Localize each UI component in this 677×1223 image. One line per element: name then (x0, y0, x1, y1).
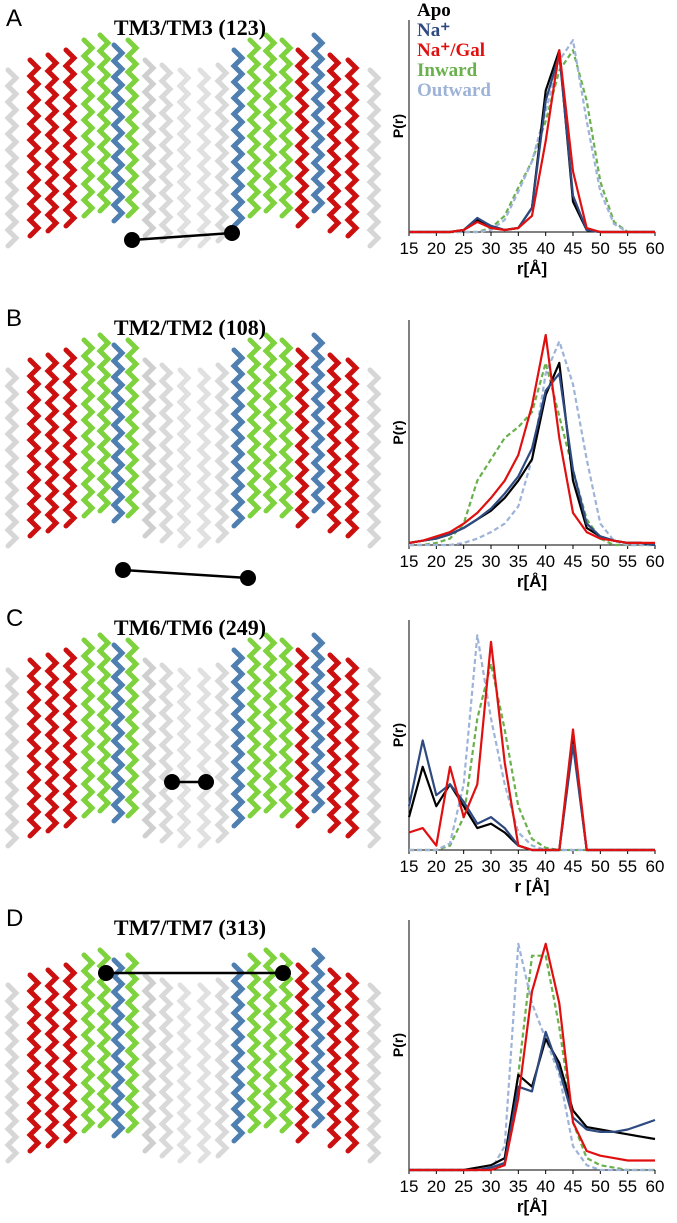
x-tick-label: 15 (400, 239, 419, 258)
x-tick-label: 60 (646, 552, 665, 571)
series-line (409, 662, 655, 852)
x-tick-label: 15 (400, 1177, 419, 1196)
x-tick-label: 40 (536, 1177, 555, 1196)
panel-label: D (6, 905, 23, 932)
x-tick-label: 60 (646, 239, 665, 258)
protein-d (8, 950, 378, 1161)
x-tick-label: 35 (509, 239, 528, 258)
panel-title: TM6/TM6 (249) (114, 615, 266, 640)
x-axis-label: r[Å] (517, 572, 547, 591)
x-tick-label: 40 (536, 552, 555, 571)
x-axis-label: r[Å] (517, 259, 547, 278)
legend-entry: Outward (417, 80, 491, 101)
series-line (408, 640, 655, 852)
x-tick-label: 40 (536, 857, 555, 876)
x-tick-label: 30 (482, 552, 501, 571)
x-tick-label: 25 (454, 857, 473, 876)
x-tick-label: 25 (454, 239, 473, 258)
x-tick-label: 20 (427, 1177, 446, 1196)
x-tick-label: 45 (564, 857, 583, 876)
series-line (409, 49, 655, 234)
x-tick-label: 40 (536, 239, 555, 258)
series-line (409, 942, 655, 1172)
series-line (409, 1037, 656, 1172)
x-tick-label: 45 (564, 239, 583, 258)
x-axis-label: r[Å] (517, 1197, 547, 1216)
y-axis-label: P(r) (390, 420, 406, 444)
panel-title: TM7/TM7 (313) (114, 915, 266, 940)
x-tick-label: 60 (646, 857, 665, 876)
legend-entry: Na⁺/Gal (417, 40, 485, 61)
series-line (409, 361, 655, 547)
legend-entry: Inward (417, 60, 478, 81)
x-tick-label: 25 (454, 1177, 473, 1196)
x-tick-label: 35 (509, 1177, 528, 1196)
series-line (409, 1030, 656, 1172)
x-tick-label: 55 (618, 1177, 637, 1196)
series-line (409, 634, 655, 852)
y-axis-label: P(r) (390, 1033, 406, 1057)
x-tick-label: 15 (400, 857, 419, 876)
series-line (409, 340, 655, 547)
x-tick-label: 55 (618, 552, 637, 571)
x-tick-label: 30 (482, 239, 501, 258)
x-tick-label: 20 (427, 552, 446, 571)
x-tick-label: 15 (400, 552, 419, 571)
panel-title: TM3/TM3 (123) (114, 15, 266, 40)
x-tick-label: 50 (591, 1177, 610, 1196)
series-line (408, 333, 655, 544)
panel-title: TM2/TM2 (108) (114, 315, 266, 340)
panel-label: C (6, 605, 23, 632)
x-tick-label: 55 (618, 239, 637, 258)
x-tick-label: 55 (618, 857, 637, 876)
x-tick-label: 50 (591, 857, 610, 876)
panel-label: A (6, 5, 22, 32)
x-tick-label: 25 (454, 552, 473, 571)
x-tick-label: 30 (482, 1177, 501, 1196)
x-tick-label: 35 (509, 552, 528, 571)
x-tick-label: 50 (591, 239, 610, 258)
x-tick-label: 60 (646, 1177, 665, 1196)
x-tick-label: 20 (427, 857, 446, 876)
series-line (409, 942, 655, 1172)
protein-c (8, 635, 378, 846)
protein-a (8, 35, 378, 248)
panel-label: B (6, 305, 22, 332)
protein-b (8, 335, 378, 586)
x-tick-label: 45 (564, 552, 583, 571)
y-axis-label: P(r) (390, 114, 406, 138)
x-tick-label: 45 (564, 1177, 583, 1196)
legend-entry: Na⁺ (417, 20, 450, 41)
x-tick-label: 35 (509, 857, 528, 876)
x-tick-label: 50 (591, 552, 610, 571)
x-axis-label: r [Å] (515, 877, 550, 896)
y-axis-label: P(r) (390, 723, 406, 747)
x-tick-label: 20 (427, 239, 446, 258)
x-tick-label: 30 (482, 857, 501, 876)
legend-entry: Apo (417, 0, 451, 21)
